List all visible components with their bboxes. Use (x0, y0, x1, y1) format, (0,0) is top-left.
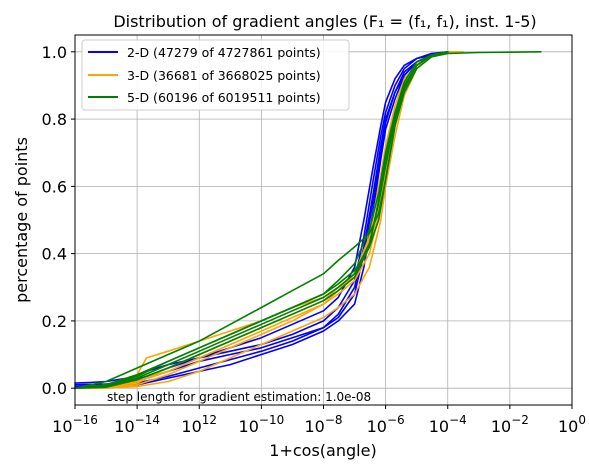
y-tick-label: 0.6 (42, 177, 67, 196)
legend-label-5d: 5-D (60196 of 6019511 points) (127, 90, 321, 105)
legend-label-2d: 2-D (47279 of 4727861 points) (127, 45, 321, 60)
series-line-5d-curve (74, 50, 542, 390)
y-axis-label: percentage of points (12, 137, 31, 303)
x-tick-label: 10−14 (114, 413, 160, 436)
legend-label-3d: 3-D (36681 of 3668025 points) (127, 68, 321, 83)
chart-title: Distribution of gradient angles (F₁ = (f… (113, 12, 536, 31)
x-tick-label: 10−16 (52, 413, 98, 436)
x-tick-label: 100 (558, 413, 586, 436)
legend-entry-3d: 3-D (36681 of 3668025 points) (88, 68, 321, 83)
x-tick-label: 10−10 (239, 413, 285, 436)
x-tick-label: 10−6 (367, 413, 405, 436)
y-tick-label: 0.4 (42, 245, 67, 264)
legend-entry-5d: 5-D (60196 of 6019511 points) (88, 90, 321, 105)
x-tick-label: 10−8 (304, 413, 342, 436)
legend-box (81, 39, 350, 111)
x-tick-label: 10−2 (491, 413, 529, 436)
series-line-5d-curve (74, 50, 449, 390)
legend: 2-D (47279 of 4727861 points) 3-D (36681… (81, 39, 350, 111)
x-tick-label: 10−4 (429, 413, 467, 436)
axis-ticks: 10−16 10−14 1012 10−10 10−8 10−6 10−4 10−2 100 0.… (42, 43, 586, 436)
y-tick-label: 1.0 (42, 43, 67, 62)
y-tick-label: 0.2 (42, 312, 67, 331)
x-axis-label: 1+cos(angle) (269, 441, 376, 460)
y-tick-label: 0.8 (42, 110, 67, 129)
series-line-5d-curve (74, 50, 449, 390)
series-lines (74, 50, 542, 390)
series-line-3d-curve (74, 50, 449, 390)
x-tick-label: 1012 (181, 413, 217, 436)
legend-entry-2d: 2-D (47279 of 4727861 points) (88, 45, 321, 60)
step-length-annotation: step length for gradient estimation: 1.0… (107, 390, 371, 404)
series-line-2d-curve (74, 50, 449, 390)
y-tick-label: 0.0 (42, 379, 67, 398)
